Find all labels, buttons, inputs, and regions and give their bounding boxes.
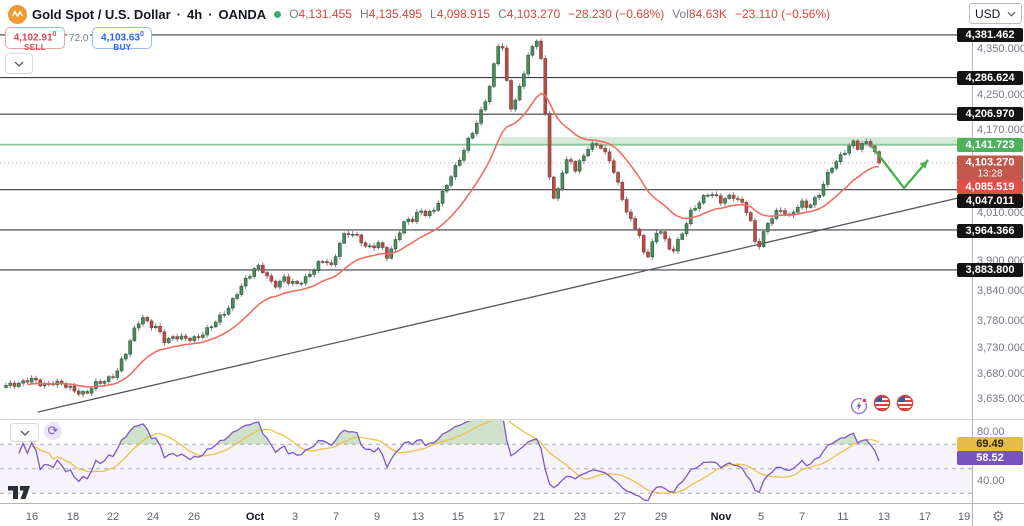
chevron-down-icon [14,61,24,67]
time-axis-label[interactable]: Oct [245,511,265,523]
exchange-label[interactable]: OANDA [218,6,267,22]
trendline [37,197,959,413]
time-axis-label[interactable]: 24 [146,511,160,523]
interval-label[interactable]: 4h [187,6,203,22]
time-axis-label[interactable]: 7 [798,511,806,523]
order-panel-collapse-button[interactable] [5,53,33,74]
time-axis-label[interactable]: Nov [710,511,732,523]
ohlc-readout: O4,131.455 H4,135.495 L4,098.915 C4,103.… [289,7,831,21]
chevron-down-icon [20,430,29,436]
price-axis-tick[interactable]: 3,780.000 [977,315,1024,327]
us-economic-event-icon[interactable] [896,394,914,417]
time-axis-label[interactable]: 27 [613,511,627,523]
rsi-sync-icon[interactable]: ⟳ [44,422,62,440]
tradingview-logo-icon[interactable] [8,486,30,505]
price-badge-level: 4,381.462 [957,28,1023,42]
time-axis-label[interactable]: 11 [837,511,849,523]
time-axis-label[interactable]: 5 [757,511,765,523]
title-separator: · [208,6,213,22]
open-value: 4,131.455 [298,7,352,21]
price-badge-level: 4,206.970 [957,107,1023,121]
currency-selector[interactable]: USD [969,3,1022,24]
price-axis-tick[interactable]: 4,250.000 [977,89,1024,101]
sell-label: SELL [23,43,47,53]
close-value: 4,103.270 [506,7,561,21]
time-axis-label[interactable]: 23 [573,511,587,523]
price-axis-tick[interactable]: 3,680.000 [977,368,1024,380]
price-axis-tick[interactable]: 4,170.000 [977,124,1024,136]
symbol-logo-icon [8,4,27,24]
price-badge-level: 4,286.624 [957,71,1023,85]
rsi-axis-tick[interactable]: 40.00 [977,475,1005,487]
sell-button[interactable]: 4,102.910 SELL [5,27,65,52]
time-axis-label[interactable]: 29 [654,511,668,523]
time-axis-label[interactable]: 18 [66,511,80,523]
supply-zone [501,137,972,146]
rsi-badge-rsi-ma: 69.49 [957,437,1023,451]
price-axis-tick[interactable]: 3,730.000 [977,342,1024,354]
time-axis-settings-gear-icon[interactable]: ⚙ [992,508,1005,524]
projection-arrow [870,144,929,190]
projection-arrow-head [919,160,928,169]
price-badge-level: 3,964.366 [957,224,1023,238]
high-value: 4,135.495 [368,7,422,21]
price-axis-tick[interactable]: 4,350.000 [977,43,1024,55]
trade-widget: 4,102.910 SELL 72.0 4,103.630 BUY [5,27,153,52]
time-axis-label[interactable]: 21 [532,511,546,523]
price-badge-green: 4,141.723 [957,138,1023,152]
us-economic-event-icon[interactable] [873,394,891,417]
time-axis-label[interactable]: 9 [373,511,381,523]
rsi-ma-line [31,421,880,494]
chevron-down-icon [1007,11,1016,17]
time-axis-label[interactable]: 15 [451,511,465,523]
rsi-badge-rsi: 58.52 [957,451,1023,465]
time-axis-label[interactable]: 13 [877,511,891,523]
ma-line [27,92,880,388]
symbol-title[interactable]: Gold Spot / U.S. Dollar [32,6,171,22]
change-value: −28.230 (−0.68%) [568,7,665,21]
buy-button[interactable]: 4,103.630 BUY [92,27,153,52]
volume-value: 84.63K [688,7,727,21]
live-stream-icon[interactable] [850,397,868,415]
time-axis-label[interactable]: 16 [25,511,39,523]
price-badge-level: 3,883.800 [957,263,1023,277]
price-badge-price: 4,103.270 13:28 [957,155,1023,181]
market-status-dot-icon [274,10,282,18]
time-axis-label[interactable]: 17 [918,511,932,523]
time-axis-label[interactable]: 19 [957,511,971,523]
rsi-axis-tick[interactable]: 80.00 [977,426,1005,438]
price-axis-tick[interactable]: 4,010.000 [977,207,1024,219]
time-axis-label[interactable]: 13 [411,511,425,523]
time-axis-label[interactable]: 22 [106,511,120,523]
price-badge-level: 4,047.011 [957,194,1023,208]
time-axis-label[interactable]: 26 [187,511,201,523]
event-markers [850,394,914,417]
chart-header: Gold Spot / U.S. Dollar · 4h · OANDA O4,… [0,0,1024,28]
title-separator: · [176,6,182,22]
time-axis-label[interactable]: 17 [492,511,506,523]
price-axis-tick[interactable]: 3,635.000 [977,393,1024,405]
rsi-line [18,421,880,502]
time-axis-label[interactable]: 3 [291,511,299,523]
time-axis-label[interactable]: 7 [332,511,340,523]
low-value: 4,098.915 [436,7,491,21]
volume-change-value: −23.110 (−0.56%) [734,7,831,21]
rsi-overbought-fill [22,420,871,445]
rsi-pane-collapse-button[interactable] [10,423,39,442]
currency-label: USD [975,6,1001,21]
price-axis-tick[interactable]: 3,840.000 [977,285,1024,297]
candles-group [4,38,881,398]
buy-label: BUY [113,43,132,53]
price-badge-ma: 4,085.519 [957,180,1023,194]
spread-value: 72.0 [67,32,91,44]
price-badge-countdown: 13:28 [977,168,1003,180]
